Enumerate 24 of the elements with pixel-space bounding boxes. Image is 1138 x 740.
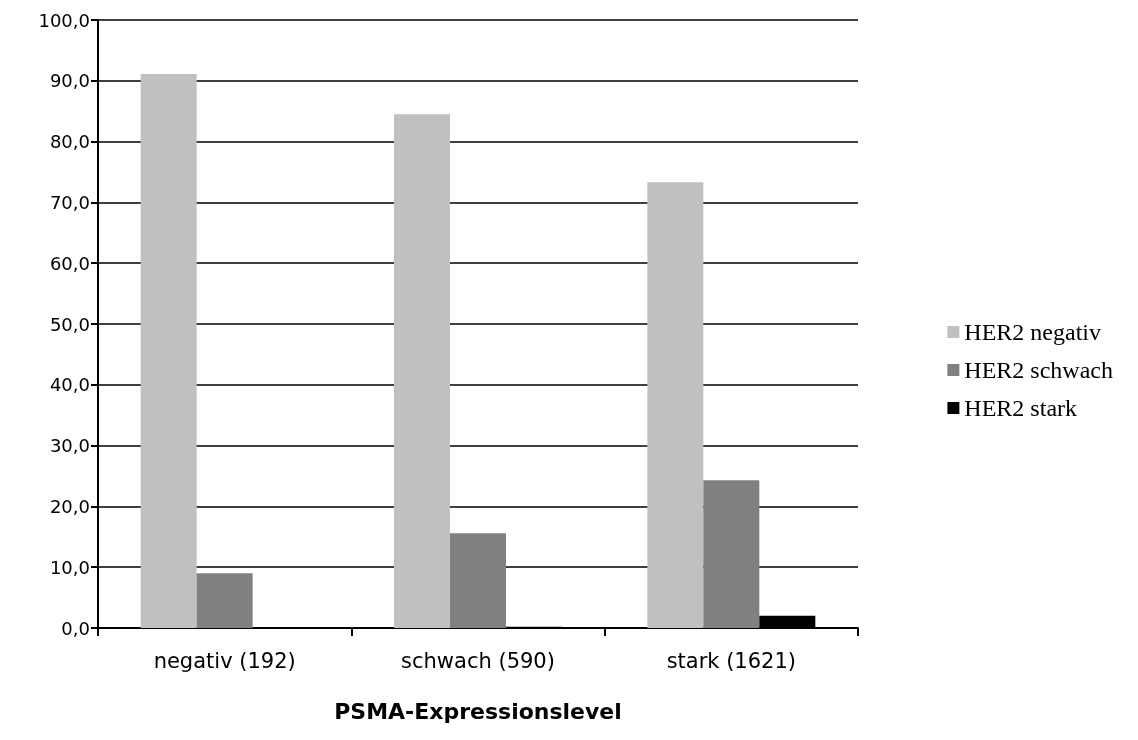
y-tick-label: 10,0 [49,556,90,578]
y-tick-label: 30,0 [49,435,90,457]
bar [647,182,704,628]
y-tick-label: 60,0 [49,252,90,274]
bar [140,74,197,628]
y-tick-label: 80,0 [49,131,90,153]
y-tick-label: 20,0 [49,495,90,517]
bar [196,573,253,628]
bar [703,480,760,628]
y-tick-label: 100,0 [38,9,90,31]
y-tick-label: 0,0 [61,617,90,639]
legend-label: HER2 negativ [964,319,1102,345]
y-tick-label: 40,0 [49,374,90,396]
x-tick-label: schwach (590) [401,648,555,673]
legend-label: HER2 schwach [964,357,1114,383]
legend-label: HER2 stark [964,395,1078,421]
x-tick-label: negativ (192) [153,648,296,673]
y-tick-label: 70,0 [49,191,90,213]
bar [450,533,506,628]
y-tick-label: 90,0 [49,70,90,92]
bar [394,114,450,628]
x-tick-label: stark (1621) [666,648,797,673]
x-axis-title: PSMA-Expressionslevel [334,698,622,724]
y-tick-label: 50,0 [49,313,90,335]
